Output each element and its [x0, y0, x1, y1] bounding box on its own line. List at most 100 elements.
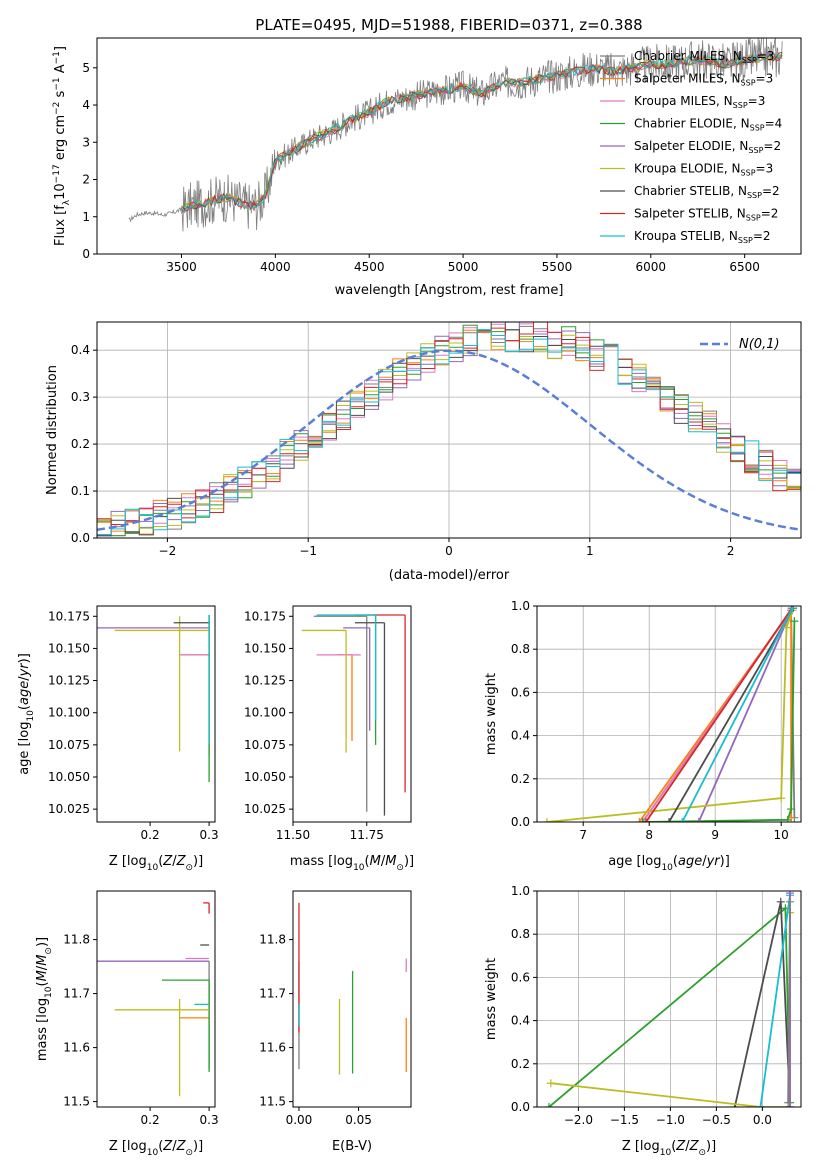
- legend-label-sub: SSP: [747, 191, 762, 200]
- y-tick-label: 10.075: [48, 738, 90, 752]
- y-tick-label: 1.0: [511, 599, 530, 613]
- x-axis-label: Z [log10(Z/Z⊙)]: [622, 1139, 716, 1158]
- y-tick-label: 11.8: [259, 933, 286, 947]
- legend-label-sub: SSP: [733, 101, 748, 110]
- x-tick-label: 0.3: [200, 1113, 219, 1127]
- x-tick-label: −1.0: [656, 1113, 685, 1127]
- x-tick-label: 4500: [354, 260, 385, 274]
- weight-marker-1: [776, 897, 785, 906]
- weight-line-5: [787, 901, 791, 1103]
- x-axis-label-part: (: [158, 854, 163, 869]
- y-axis-label-part: 10: [26, 710, 36, 722]
- legend-label-main: Salpeter STELIB, N: [634, 207, 746, 221]
- legend-label-tail: =3: [757, 49, 775, 63]
- y-tick-label: 2: [82, 173, 90, 187]
- x-tick-label: 0.2: [141, 1113, 160, 1127]
- x-axis-label: (data-model)/error: [389, 568, 510, 583]
- x-axis-label-part: mass [log: [290, 854, 353, 869]
- x-axis-label-part: ⊙: [185, 1148, 193, 1158]
- x-axis-label-part: /: [172, 1139, 177, 1154]
- weight-line-4: [697, 607, 794, 822]
- legend-label-tail: =2: [762, 184, 780, 198]
- x-tick-label: −1: [299, 544, 317, 558]
- weight-marker-5: [542, 818, 551, 822]
- weight-marker-4: [694, 818, 703, 822]
- x-axis-label-part: /: [381, 854, 386, 869]
- y-tick-label: 11.8: [63, 933, 90, 947]
- y-tick-label: 0.2: [511, 772, 530, 786]
- weight-marker-3: [756, 1103, 765, 1107]
- x-axis-label-part: Z: [176, 1139, 187, 1154]
- weight-marker-8: [678, 818, 687, 822]
- x-axis-label-part: Z: [176, 854, 187, 869]
- y-tick-label: 0.0: [511, 1100, 530, 1114]
- weight-line-3: [642, 621, 796, 822]
- plot-massweight-vs-metallicity: −2.0 −1.5 −1.0 −0.5 0.0 0.0 0.2 0.4 0.6 0.8 1.0 Z […: [484, 884, 802, 1158]
- histogram-step-8: [97, 329, 801, 538]
- legend-label-2: Kroupa MILES, NSSP=3: [634, 94, 765, 110]
- y-axis-label-part: s: [53, 90, 68, 101]
- axes-frame: [536, 605, 802, 823]
- y-tick-label: 0.4: [511, 1014, 530, 1028]
- weight-line-8: [681, 607, 794, 822]
- y-tick-label: 0.6: [511, 970, 530, 984]
- x-tick-label: 0.3: [200, 828, 219, 842]
- plot-spectrum: 3500 4000 4500 5000 5500 6000 6500 0 1 2 3 4 5 wavele…: [52, 37, 802, 298]
- x-axis-label-part: age [log: [608, 854, 661, 869]
- x-tick-label: 5000: [448, 260, 479, 274]
- model-spectrum-line-8: [181, 51, 783, 213]
- y-axis-label-part: ]: [53, 46, 68, 51]
- x-axis-label-part: yr: [706, 854, 722, 869]
- model-spectrum-line-7: [181, 51, 783, 213]
- y-tick-label: 0.0: [511, 815, 530, 829]
- y-axis-label: mass weight: [484, 673, 499, 755]
- y-tick-label: 10.125: [244, 674, 286, 688]
- y-tick-label: 11.6: [259, 1041, 286, 1055]
- y-axis-label-part: erg cm: [53, 115, 68, 164]
- legend-label-3: Chabrier ELODIE, NSSP=4: [634, 117, 782, 133]
- y-tick-label: 5: [82, 61, 90, 75]
- plot-age-vs-metallicity: 0.2 0.3 10.025 10.050 10.075 10.100 10.125 10.1…: [17, 605, 219, 873]
- y-tick-label: 0.0: [71, 531, 90, 545]
- x-tick-label: 11.75: [350, 828, 384, 842]
- y-tick-label: 10.050: [244, 770, 286, 784]
- y-tick-label: 0.8: [511, 927, 530, 941]
- plot-mass-vs-metallicity: 0.2 0.311.511.611.711.8Z [log10(Z/Z⊙)]mas…: [35, 890, 219, 1158]
- plot-area: [301, 614, 406, 816]
- weight-marker-4: [785, 891, 794, 898]
- y-axis-label-part: /: [17, 676, 32, 681]
- x-axis-label-part: (: [158, 1139, 163, 1154]
- legend-label-sub: SSP: [738, 236, 753, 245]
- y-tick-label: 3: [82, 135, 90, 149]
- observed-spectrum-line: [128, 38, 783, 232]
- y-tick-label: 1.0: [511, 884, 530, 898]
- plot-area: [97, 902, 210, 1097]
- plot-area: [544, 891, 794, 1107]
- y-axis-label-part: age [log: [17, 722, 32, 775]
- weight-marker-5: [777, 794, 786, 803]
- y-axis-label-part: age: [17, 681, 32, 705]
- x-tick-label: −0.5: [702, 1113, 731, 1127]
- x-axis-label-part: Z: [162, 854, 173, 869]
- y-axis-label-part: 10: [44, 986, 54, 998]
- weight-marker-4: [785, 1103, 794, 1107]
- x-axis-label-part: /: [172, 854, 177, 869]
- x-tick-label: 5500: [542, 260, 573, 274]
- x-axis-label-part: 10: [353, 863, 365, 873]
- x-tick-label: 0: [445, 544, 453, 558]
- x-tick-label: 9: [711, 828, 719, 842]
- weight-line-7: [645, 607, 793, 822]
- legend-label-sub: SSP: [750, 124, 765, 133]
- x-axis-label-part: M: [385, 854, 396, 869]
- legend-label-tail: =2: [761, 207, 779, 221]
- x-axis-label-part: Z [log: [622, 1139, 660, 1154]
- x-axis-label: mass [log10(M/M⊙)]: [290, 854, 414, 873]
- legend-label-0: Chabrier MILES, NSSP=3: [634, 49, 774, 65]
- x-tick-label: 11.50: [276, 828, 310, 842]
- y-tick-label: 11.7: [63, 987, 90, 1001]
- x-tick-label: 3500: [166, 260, 197, 274]
- x-axis-label-part: 10: [147, 863, 159, 873]
- axes-frame: [96, 605, 216, 823]
- y-axis-label-part: (: [17, 705, 32, 710]
